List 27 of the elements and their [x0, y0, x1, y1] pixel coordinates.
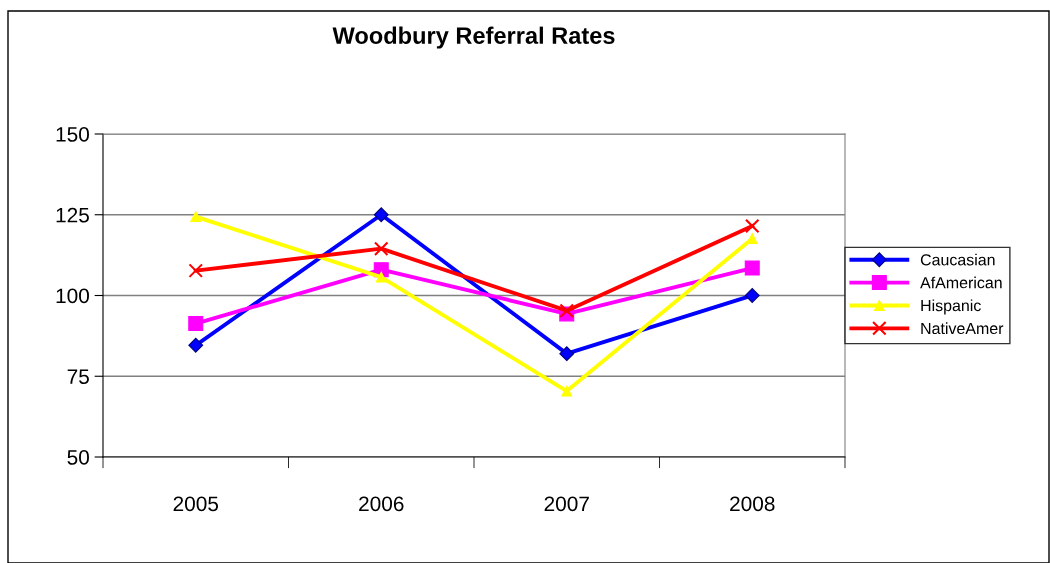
- point: [188, 263, 204, 278]
- point: [188, 337, 204, 353]
- legend-label: AfAmerican: [920, 276, 1002, 289]
- x-tick-label: 2008: [730, 496, 775, 512]
- point: [559, 346, 575, 362]
- point: [373, 241, 389, 256]
- chart-title: Woodbury Referral Rates: [332, 26, 615, 49]
- y-tick-label: 50: [67, 450, 89, 465]
- point: [744, 218, 760, 234]
- legend-label: Hispanic: [921, 299, 981, 315]
- y-tick-label: 100: [56, 288, 89, 304]
- point: [744, 260, 760, 276]
- point: [373, 207, 389, 223]
- point: [375, 271, 387, 283]
- point: [559, 303, 575, 318]
- x-tick-label: 2007: [544, 496, 589, 512]
- point: [188, 316, 204, 332]
- y-tick-label: 150: [56, 127, 89, 142]
- y-tick-label: 75: [67, 369, 89, 384]
- legend-label: Caucasian: [920, 253, 995, 266]
- legend-label: NativeAmer: [921, 322, 1004, 335]
- x-tick-label: 2006: [359, 496, 404, 512]
- point: [744, 288, 760, 303]
- y-tick-label: 125: [56, 207, 89, 223]
- x-tick-label: 2005: [173, 496, 219, 512]
- point: [561, 385, 573, 397]
- point: [190, 211, 202, 223]
